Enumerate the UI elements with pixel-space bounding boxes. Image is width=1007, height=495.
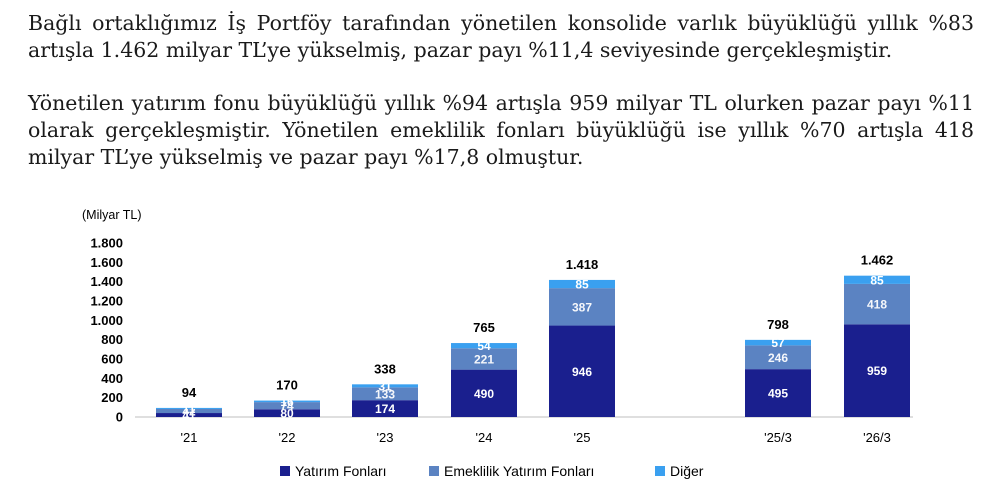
bar-segment	[156, 413, 222, 417]
total-label: 1.462	[861, 253, 894, 268]
bar-segment	[745, 345, 811, 370]
x-tick-label: '22	[279, 430, 296, 445]
legend-label: Yatırım Fonları	[295, 463, 387, 479]
stacked-bar-chart: (Milyar TL) 0 200 400 600 800 1.000 1.200 1.400…	[82, 208, 913, 479]
legend-swatch	[429, 466, 439, 476]
bar-segment	[745, 369, 811, 417]
data-label: 74	[280, 399, 294, 413]
total-label: 798	[767, 317, 789, 332]
unit-label: (Milyar TL)	[82, 208, 142, 222]
data-label: 11	[183, 402, 196, 416]
total-label: 338	[374, 361, 396, 376]
bar-segment	[549, 325, 615, 417]
paragraph-asset-size: Bağlı ortaklığımız İş Portföy tarafından…	[28, 11, 974, 62]
total-label: 170	[276, 378, 298, 393]
y-tick-label: 1.000	[90, 313, 123, 328]
data-label: 418	[867, 298, 887, 312]
bar-segment	[844, 275, 910, 284]
data-label: 57	[771, 336, 785, 350]
total-label: 94	[182, 385, 197, 400]
legend-label: Emeklilik Yatırım Fonları	[444, 463, 594, 479]
x-axis: '21 '22 '23 '24 '25 '25/3 '26/3	[181, 430, 891, 445]
y-axis: 0 200 400 600 800 1.000 1.200 1.400 1.600 1.800	[90, 236, 123, 425]
y-tick-label: 1.600	[90, 255, 123, 270]
bar-segment	[549, 279, 615, 289]
y-tick-label: 800	[101, 332, 123, 347]
data-label: 174	[375, 402, 395, 416]
y-tick-label: 200	[101, 390, 123, 405]
data-label: 16	[280, 395, 294, 409]
x-tick-label: '26/3	[863, 430, 891, 445]
y-tick-label: 600	[101, 352, 123, 367]
bar-segment	[352, 384, 418, 388]
bar-segment	[254, 402, 320, 410]
bar-segment	[549, 288, 615, 326]
bar-segment	[451, 343, 517, 349]
y-tick-label: 0	[116, 410, 123, 425]
data-label: 387	[572, 300, 592, 314]
data-label: 495	[768, 387, 788, 401]
bar-segment	[451, 348, 517, 370]
legend-swatch	[655, 466, 665, 476]
data-label: 959	[867, 364, 887, 378]
bar-segment	[156, 408, 222, 414]
x-tick-label: '21	[181, 430, 198, 445]
bar-segment	[451, 369, 517, 417]
bar-segment	[844, 283, 910, 325]
x-tick-label: '25	[574, 430, 591, 445]
data-label: 490	[474, 387, 494, 401]
paragraph-fund-breakdown: Yönetilen yatırım fonu büyüklüğü yıllık …	[28, 91, 974, 169]
data-label: 133	[375, 387, 395, 401]
total-label: 1.418	[566, 257, 599, 272]
data-label: 54	[477, 339, 491, 353]
y-tick-label: 1.400	[90, 274, 123, 289]
y-tick-label: 1.200	[90, 294, 123, 309]
bar-segment	[254, 400, 320, 403]
data-label: 85	[870, 273, 884, 287]
bar-segment	[352, 387, 418, 401]
legend-swatch	[280, 466, 290, 476]
bar-segment	[352, 400, 418, 417]
bar-segment	[156, 407, 222, 409]
x-tick-label: '23	[377, 430, 394, 445]
data-label: 246	[768, 351, 788, 365]
y-tick-label: 400	[101, 371, 123, 386]
x-tick-label: '24	[476, 430, 493, 445]
total-label: 765	[473, 320, 495, 335]
data-label: 85	[575, 278, 589, 292]
data-label: 221	[474, 352, 494, 366]
data-label: 946	[572, 365, 592, 379]
x-tick-label: '25/3	[764, 430, 792, 445]
legend-label: Diğer	[670, 463, 704, 479]
bars: 4142119480741617017413331338490221547659…	[156, 253, 910, 423]
data-label: 80	[280, 407, 294, 421]
bar-segment	[254, 409, 320, 417]
data-label: 31	[378, 379, 392, 393]
bar-segment	[844, 324, 910, 417]
bar-segment	[745, 339, 811, 346]
legend: Yatırım Fonları Emeklilik Yatırım Fonları…	[280, 463, 704, 479]
y-tick-label: 1.800	[90, 236, 123, 251]
